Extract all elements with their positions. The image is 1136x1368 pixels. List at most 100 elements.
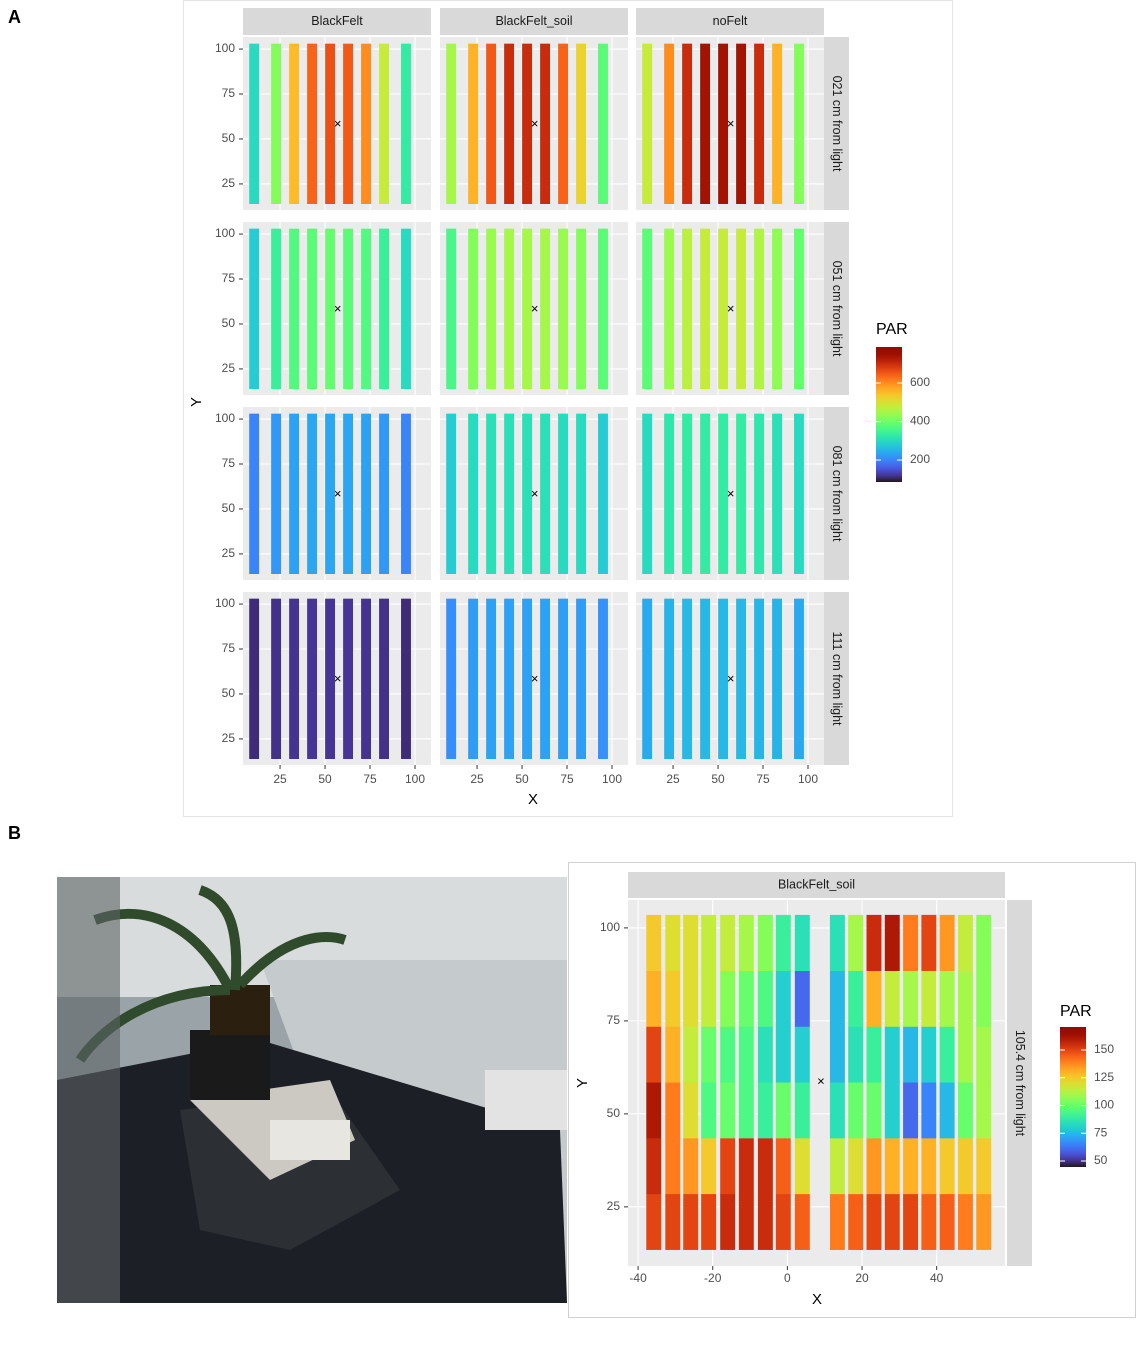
panel-label: B — [8, 823, 21, 843]
heat-cell — [701, 970, 717, 1027]
heat-cell — [884, 1082, 900, 1139]
heat-cell — [646, 1082, 662, 1139]
panel-label: A — [8, 7, 21, 27]
y-tick-label: 75 — [607, 1013, 621, 1027]
x-tick-label: 25 — [273, 772, 287, 786]
strip-label: 105.4 cm from light — [1013, 1030, 1027, 1137]
heat-cell — [848, 1082, 864, 1139]
heat-cell — [289, 228, 300, 390]
x-tick-label: 75 — [756, 772, 770, 786]
heat-cell — [701, 1026, 717, 1083]
heat-cell — [701, 1138, 717, 1195]
y-tick-label: 100 — [600, 920, 620, 934]
x-axis-title: X — [812, 1291, 822, 1308]
heat-cell — [325, 598, 336, 760]
heat-cell — [665, 1082, 681, 1139]
heat-cell — [884, 914, 900, 971]
legend-tick-label: 200 — [910, 452, 930, 466]
heat-cell — [598, 413, 608, 575]
heat-cell — [754, 43, 765, 205]
x-tick-label: 50 — [515, 772, 529, 786]
heat-cell — [794, 598, 804, 760]
heat-cell — [646, 1026, 662, 1083]
x-tick-label: 20 — [855, 1271, 869, 1285]
heat-cell — [736, 598, 747, 760]
strip-label: 111 cm from light — [830, 631, 844, 726]
heat-cell — [848, 970, 864, 1027]
heat-cell — [772, 598, 782, 760]
heat-cell — [343, 228, 354, 390]
x-tick-label: 25 — [470, 772, 484, 786]
legend-title: PAR — [876, 321, 908, 338]
heat-cell — [718, 228, 729, 390]
heat-cell — [504, 228, 515, 390]
heat-cell — [401, 43, 411, 205]
center-marker: × — [531, 486, 539, 501]
heat-cell — [718, 43, 729, 205]
heat-cell — [718, 413, 729, 575]
heat-cell — [504, 598, 515, 760]
heat-cell — [379, 43, 389, 205]
y-axis-title: Y — [574, 1078, 591, 1088]
heat-cell — [249, 413, 260, 575]
x-tick-label: 75 — [363, 772, 377, 786]
heat-cell — [646, 914, 662, 971]
heat-cell — [486, 43, 497, 205]
strip — [636, 8, 824, 35]
heat-cell — [757, 1193, 773, 1250]
heat-cell — [736, 413, 747, 575]
heat-cell — [757, 914, 773, 971]
heat-cell — [665, 970, 681, 1027]
heat-cell — [401, 598, 411, 760]
heat-cell — [775, 1193, 791, 1250]
x-tick-label: 50 — [711, 772, 725, 786]
heat-cell — [446, 413, 457, 575]
strip-label: 051 cm from light — [830, 261, 844, 357]
x-tick-label: -20 — [704, 1271, 722, 1285]
heat-cell — [325, 413, 336, 575]
heat-cell — [903, 1082, 919, 1139]
strip-label: noFelt — [713, 14, 748, 28]
heat-cell — [738, 1026, 754, 1083]
heat-cell — [794, 1193, 810, 1250]
heat-cell — [558, 228, 569, 390]
legend-title: PAR — [1060, 1003, 1092, 1020]
heat-cell — [754, 598, 765, 760]
heat-cell — [468, 413, 479, 575]
heat-cell — [598, 228, 608, 390]
heat-cell — [772, 228, 782, 390]
heat-cell — [921, 1026, 937, 1083]
heat-cell — [775, 1082, 791, 1139]
heat-cell — [289, 598, 300, 760]
heat-cell — [701, 914, 717, 971]
strip — [824, 407, 849, 580]
heat-cell — [700, 598, 711, 760]
heat-cell — [576, 413, 586, 575]
heat-cell — [720, 1193, 736, 1250]
heat-cell — [361, 228, 372, 390]
center-marker: × — [334, 486, 342, 501]
heat-cell — [957, 1026, 973, 1083]
heat-cell — [379, 413, 389, 575]
heat-cell — [775, 1138, 791, 1195]
heat-cell — [829, 1138, 845, 1195]
center-marker: × — [727, 301, 735, 316]
y-tick-label: 75 — [222, 86, 236, 100]
photo — [57, 877, 567, 1303]
heat-cell — [866, 1138, 882, 1195]
heat-cell — [866, 1082, 882, 1139]
legend-tick-label: 100 — [1094, 1098, 1114, 1112]
heat-cell — [576, 43, 586, 205]
x-tick-label: 50 — [318, 772, 332, 786]
heat-cell — [794, 970, 810, 1027]
heat-cell — [884, 970, 900, 1027]
y-axis-title: Y — [188, 397, 205, 407]
y-tick-label: 25 — [222, 731, 236, 745]
heat-cell — [486, 228, 497, 390]
heat-cell — [522, 228, 533, 390]
heat-cell — [558, 598, 569, 760]
heat-cell — [468, 228, 479, 390]
x-tick-label: 75 — [560, 772, 574, 786]
heat-cell — [289, 413, 300, 575]
strip — [1007, 900, 1032, 1266]
